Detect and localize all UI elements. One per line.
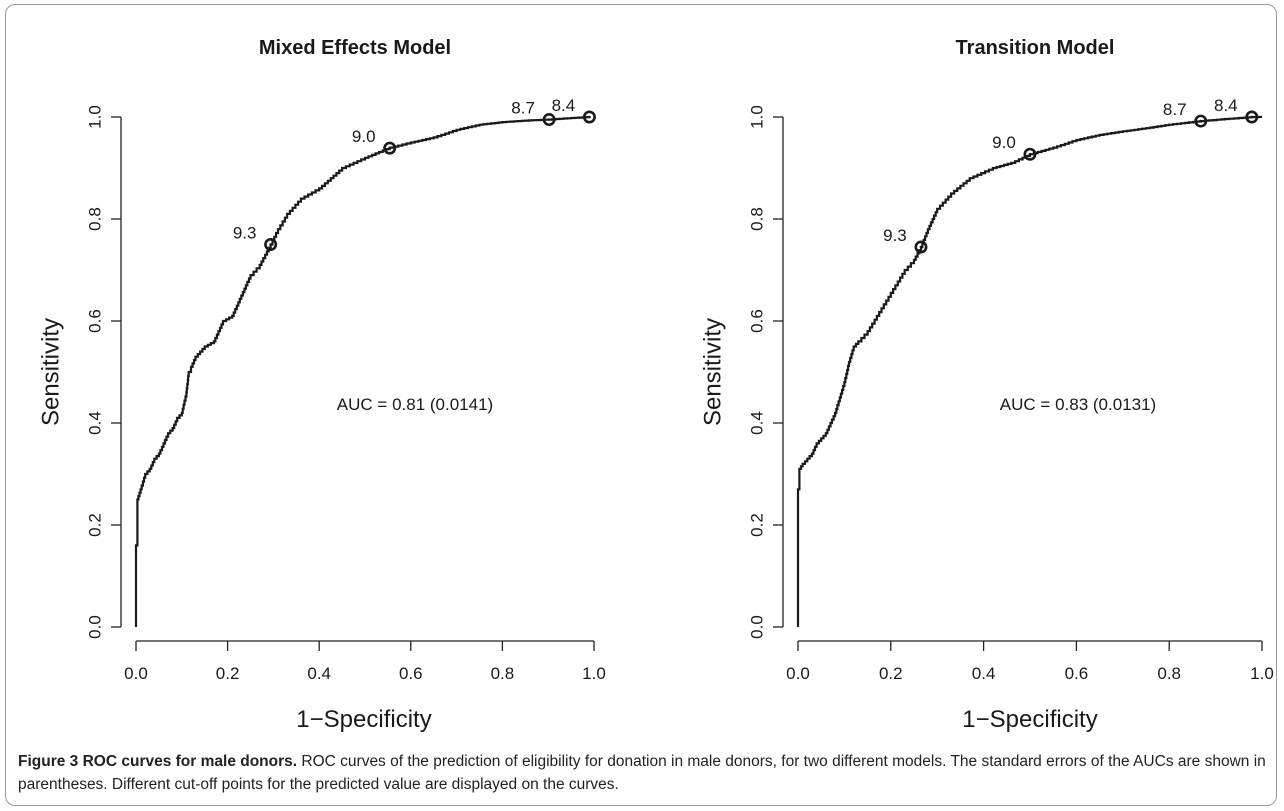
mixed-effects-x-tick-label: 0.6 [399, 664, 423, 683]
transition-y-tick-label: 0.2 [748, 513, 767, 537]
caption-label: Figure 3 [18, 753, 79, 770]
mixed-effects-y-tick-label: 0.0 [86, 615, 105, 639]
transition-cutoff-point [1245, 110, 1259, 124]
transition-x-tick-label: 0.8 [1157, 664, 1181, 683]
caption-text: ROC curves of the prediction of eligibil… [18, 753, 1266, 793]
mixed-effects-cutoff-point [264, 238, 278, 252]
caption-title: ROC curves for male donors. [82, 753, 298, 770]
mixed-effects-roc-curve [134, 116, 591, 627]
transition-cutoff-label: 9.0 [992, 133, 1016, 152]
transition-x-tick-label: 1.0 [1250, 664, 1274, 683]
mixed-effects-cutoff-point-center [388, 146, 392, 150]
mixed-effects-y-tick-label: 0.4 [86, 411, 105, 435]
mixed-effects-cutoff-point-center [588, 115, 591, 119]
mixed-effects-cutoff-point [542, 113, 556, 127]
transition-x-axis-label: 1−Specificity [962, 706, 1097, 733]
transition-cutoff-label: 8.4 [1214, 96, 1238, 115]
figure-frame [5, 4, 1277, 806]
mixed-effects-chart-title: Mixed Effects Model [259, 37, 451, 59]
mixed-effects-cutoff-point [383, 141, 397, 155]
transition-y-tick-label: 0.0 [748, 615, 767, 639]
transition-x-tick-label: 0.6 [1065, 664, 1089, 683]
mixed-effects-y-tick-label: 0.6 [86, 309, 105, 333]
transition-x-tick-label: 0.4 [972, 664, 996, 683]
transition-y-tick-label: 1.0 [748, 105, 767, 129]
transition-cutoff-label: 9.3 [883, 226, 907, 245]
transition-x-tick-label: 0.0 [786, 664, 810, 683]
mixed-effects-y-tick-label: 0.2 [86, 513, 105, 537]
mixed-effects-cutoff-label: 8.4 [552, 96, 576, 115]
mixed-effects-x-tick-label: 0.4 [307, 664, 331, 683]
mixed-effects-cutoff-point-center [269, 243, 272, 246]
mixed-effects-auc-annotation: AUC = 0.81 (0.0141) [337, 395, 493, 414]
mixed-effects-y-tick-label: 0.8 [86, 207, 105, 231]
transition-chart-title: Transition Model [956, 37, 1115, 59]
transition-cutoff-point [1194, 114, 1208, 128]
mixed-effects-x-tick-label: 0.0 [124, 664, 148, 683]
transition-roc-curve [796, 115, 1262, 627]
transition-cutoff-point-center [1199, 119, 1203, 123]
mixed-effects-x-tick-label: 0.8 [491, 664, 515, 683]
transition-cutoff-point-center [919, 245, 923, 249]
mixed-effects-cutoff-label: 9.0 [352, 127, 376, 146]
roc-figure: Mixed Effects Model 0.0 0.2 0.4 0.6 0.8 1.0 1−S… [38, 37, 1274, 733]
transition-cutoff-point [914, 240, 928, 254]
transition-y-tick-label: 0.6 [748, 309, 767, 333]
transition-cutoff-label: 8.7 [1163, 100, 1187, 119]
mixed-effects-x-tick-label: 1.0 [582, 664, 606, 683]
transition-auc-annotation: AUC = 0.83 (0.0131) [1000, 395, 1156, 414]
transition-y-tick-label: 0.4 [748, 411, 767, 435]
mixed-effects-x-axis-label: 1−Specificity [296, 706, 431, 733]
transition-cutoff-point-center [1028, 152, 1032, 156]
mixed-effects-cutoff-label: 8.7 [511, 99, 535, 118]
mixed-effects-x-tick-label: 0.2 [216, 664, 240, 683]
transition-y-tick-label: 0.8 [748, 207, 767, 231]
mixed-effects-cutoff-label: 9.3 [233, 224, 257, 243]
transition-cutoff-point [1023, 147, 1037, 161]
mixed-effects-cutoff-point-center [547, 118, 551, 121]
transition-cutoff-point-center [1250, 115, 1254, 119]
transition-x-tick-label: 0.2 [879, 664, 903, 683]
mixed-effects-cutoff-point [582, 110, 596, 124]
transition-y-axis-label: Sensitivity [700, 318, 727, 426]
mixed-effects-y-axis-label: Sensitivity [38, 318, 65, 426]
figure-caption: Figure 3 ROC curves for male donors. ROC… [18, 750, 1268, 796]
mixed-effects-y-tick-label: 1.0 [86, 105, 105, 129]
